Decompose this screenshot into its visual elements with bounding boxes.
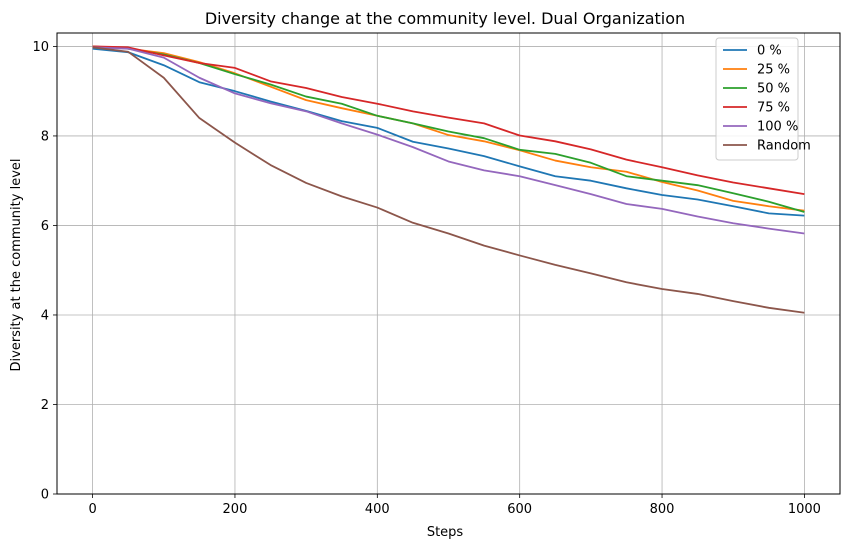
- x-tick-label: 200: [223, 502, 248, 517]
- x-tick-label: 0: [88, 502, 96, 517]
- legend-label: 0 %: [757, 44, 782, 59]
- series-line-3: [92, 45, 805, 213]
- x-tick-label: 800: [650, 502, 675, 517]
- y-tick-label: 4: [41, 308, 49, 323]
- y-tick-label: 6: [41, 219, 49, 234]
- x-axis-label: Steps: [427, 525, 464, 540]
- x-axis-ticks: 0 200 400 600 800 1000: [88, 494, 821, 517]
- legend-label: 100 %: [757, 120, 798, 135]
- series-line-5: [92, 46, 805, 235]
- y-tick-label: 2: [41, 398, 49, 413]
- series-lines: [92, 45, 805, 314]
- y-axis-label: Diversity at the community level: [9, 159, 24, 372]
- y-tick-label: 10: [32, 40, 49, 55]
- x-tick-label: 400: [365, 502, 390, 517]
- series-line-1: [92, 47, 805, 217]
- x-tick-label: 600: [507, 502, 532, 517]
- plot-frame: [56, 32, 841, 495]
- y-tick-label: 0: [41, 488, 49, 503]
- chart-title: Diversity change at the community level.…: [205, 9, 685, 28]
- legend-label: 75 %: [757, 101, 790, 116]
- series-line-6: [92, 46, 805, 314]
- legend-label: 25 %: [757, 63, 790, 78]
- y-tick-label: 8: [41, 129, 49, 144]
- legend-label: 50 %: [757, 82, 790, 97]
- y-axis-ticks: 0 2 4 6 8 10: [32, 40, 57, 503]
- legend: 0 % 25 % 50 % 75 % 100 % Random: [715, 37, 811, 161]
- series-line-4: [92, 45, 805, 196]
- x-tick-label: 1000: [788, 502, 821, 517]
- legend-label: Random: [757, 139, 811, 154]
